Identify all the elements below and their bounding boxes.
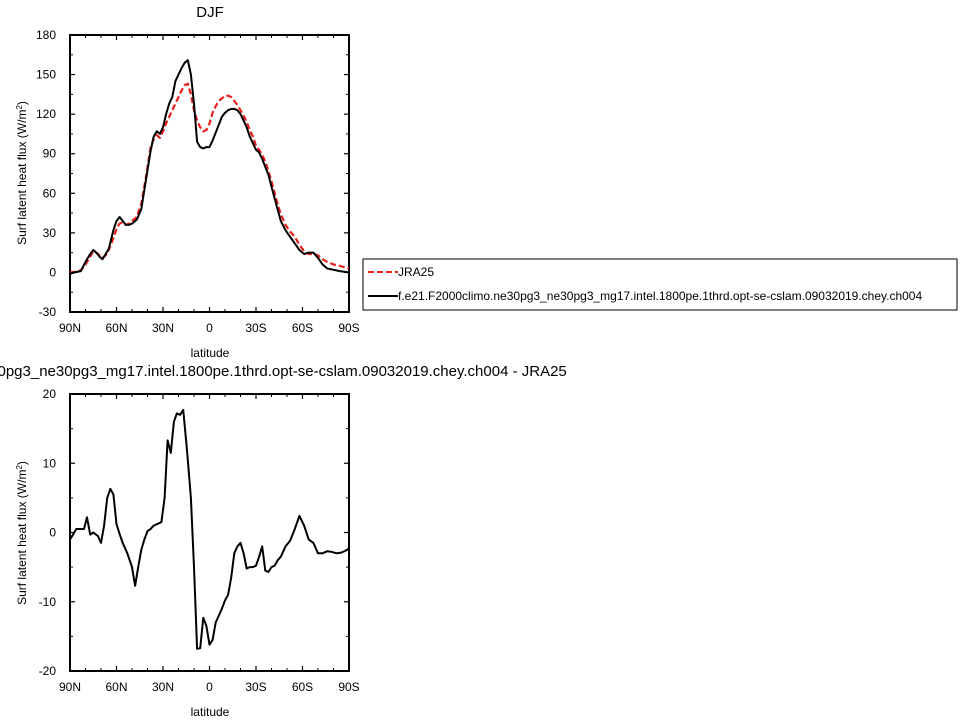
bottom-x-tick-label: 60N bbox=[105, 680, 127, 694]
top-y-tick-label: 150 bbox=[36, 68, 56, 82]
bottom-y-tick-label: 20 bbox=[43, 387, 57, 401]
bottom-series bbox=[69, 408, 350, 650]
top-x-tick-label: 90S bbox=[338, 321, 359, 335]
bottom-x-tick-label: 30S bbox=[245, 680, 266, 694]
legend-label-jra25: JRA25 bbox=[398, 265, 434, 279]
top-y-tick-label: 30 bbox=[43, 226, 57, 240]
bottom-x-tick-label: 90N bbox=[59, 680, 81, 694]
top-x-tick-label: 30N bbox=[152, 321, 174, 335]
bottom-x-axis-label: latitude bbox=[191, 705, 230, 719]
top-y-tick-label: 180 bbox=[36, 28, 56, 42]
legend: JRA25 f.e21.F2000climo.ne30pg3_ne30pg3_m… bbox=[362, 258, 958, 311]
top-title: DJF bbox=[196, 4, 224, 21]
top-x-ticks: 90N 60N 30N 0 30S 60S 90S bbox=[59, 35, 360, 335]
top-y-ticks: -30 0 30 60 90 120 150 180 bbox=[36, 28, 349, 319]
top-plot-frame bbox=[69, 34, 350, 313]
top-series-line-1 bbox=[69, 59, 350, 275]
top-y-tick-label: 120 bbox=[36, 107, 56, 121]
top-x-tick-label: 30S bbox=[245, 321, 266, 335]
top-y-axis-label: Surf latent heat flux (W/m2) bbox=[15, 101, 29, 245]
top-y-tick-label: -30 bbox=[39, 305, 57, 319]
legend-label-model: f.e21.F2000climo.ne30pg3_ne30pg3_mg17.in… bbox=[398, 289, 922, 303]
top-y-tick-label: 0 bbox=[49, 265, 56, 279]
top-series bbox=[69, 59, 350, 275]
bottom-x-tick-label: 0 bbox=[206, 680, 213, 694]
bottom-y-tick-label: 0 bbox=[49, 526, 56, 540]
bottom-y-tick-label: -10 bbox=[39, 595, 57, 609]
top-x-tick-label: 60N bbox=[105, 321, 127, 335]
bottom-x-tick-label: 90S bbox=[338, 680, 359, 694]
bottom-series-line-0 bbox=[69, 408, 350, 650]
top-x-tick-label: 90N bbox=[59, 321, 81, 335]
legend-box bbox=[362, 258, 958, 311]
bottom-panel: f.e21.F2000climo.ne30pg3_ne30pg3_mg17.in… bbox=[0, 363, 567, 719]
top-x-axis-label: latitude bbox=[191, 346, 230, 360]
bottom-y-tick-label: 10 bbox=[43, 456, 57, 470]
top-panel: DJF 90N 60N 30N 0 30S 60S 90S -30 0 30 60 90 120 150… bbox=[15, 4, 360, 360]
bottom-title: f.e21.F2000climo.ne30pg3_ne30pg3_mg17.in… bbox=[0, 363, 567, 380]
top-y-tick-label: 90 bbox=[43, 147, 57, 161]
top-x-tick-label: 0 bbox=[206, 321, 213, 335]
bottom-x-tick-label: 60S bbox=[292, 680, 313, 694]
bottom-x-ticks: 90N 60N 30N 0 30S 60S 90S bbox=[59, 394, 360, 694]
bottom-y-axis-label: Surf latent heat flux (W/m2) bbox=[15, 461, 29, 605]
bottom-y-ticks: -20 -10 0 10 20 bbox=[39, 387, 349, 678]
top-y-tick-label: 60 bbox=[43, 186, 57, 200]
bottom-y-tick-label: -20 bbox=[39, 664, 57, 678]
top-series-line-0 bbox=[69, 82, 350, 274]
top-x-tick-label: 60S bbox=[292, 321, 313, 335]
bottom-x-tick-label: 30N bbox=[152, 680, 174, 694]
